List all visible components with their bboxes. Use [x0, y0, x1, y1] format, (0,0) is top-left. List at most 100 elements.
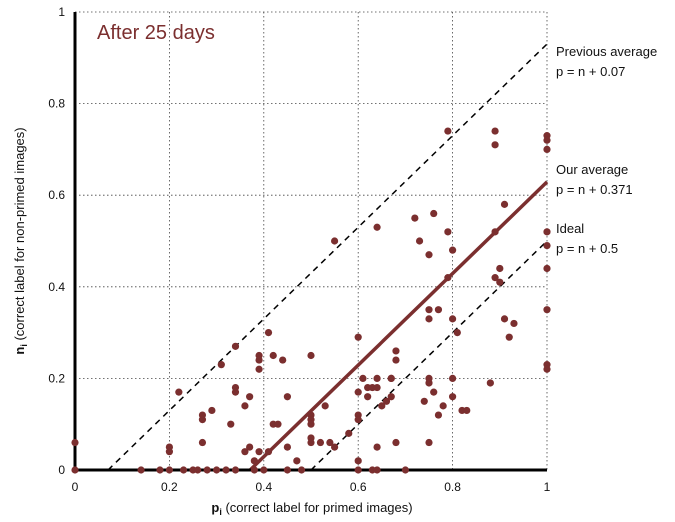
data-point [250, 457, 258, 465]
data-point [543, 136, 551, 144]
data-point [434, 411, 443, 419]
data-point [246, 443, 254, 451]
data-point [449, 393, 457, 401]
data-point [194, 466, 202, 474]
data-point [463, 406, 471, 415]
data-point [430, 388, 438, 396]
data-point [279, 356, 287, 364]
x-tick-label: 0.4 [255, 480, 272, 494]
data-point [486, 379, 494, 387]
y-tick-label: 0.4 [48, 280, 65, 294]
data-point [387, 393, 395, 401]
data-point [165, 448, 173, 456]
reference-line [107, 43, 548, 471]
data-point [156, 466, 164, 474]
reference-line-name: Previous average [556, 44, 657, 59]
y-tick-label: 0.6 [48, 188, 65, 202]
data-point [373, 374, 381, 382]
data-points [71, 127, 551, 474]
data-point [425, 251, 433, 259]
data-point [373, 466, 381, 474]
data-point [283, 443, 291, 451]
data-point [354, 388, 362, 396]
data-point [283, 466, 291, 474]
data-point [255, 365, 263, 373]
data-point [491, 141, 499, 149]
data-point [364, 393, 372, 401]
data-point [392, 356, 400, 364]
data-point [71, 438, 79, 447]
y-tick-label: 0 [58, 463, 65, 477]
data-point [449, 246, 457, 254]
data-point [373, 443, 381, 451]
data-point [425, 315, 433, 323]
reference-line-equation: p = n + 0.07 [556, 64, 625, 79]
data-point [231, 342, 240, 350]
data-point [543, 241, 551, 250]
data-point [250, 466, 258, 474]
data-point [198, 411, 207, 419]
data-point [331, 237, 339, 245]
data-point [373, 223, 381, 231]
data-point [382, 397, 391, 405]
data-point [307, 438, 315, 447]
x-tick-label: 0.2 [161, 480, 178, 494]
data-point [401, 466, 409, 474]
data-point [453, 329, 461, 337]
inset-label: After 25 days [97, 22, 215, 44]
data-point [255, 356, 263, 364]
data-point [283, 393, 291, 401]
data-point [444, 274, 452, 282]
data-point [179, 466, 188, 474]
data-point [260, 466, 268, 474]
data-point [354, 333, 362, 341]
data-point [378, 402, 386, 410]
data-point [165, 466, 173, 474]
data-point [326, 438, 334, 447]
data-point [345, 429, 353, 437]
data-point [198, 438, 207, 447]
x-tick-labels: 0 0.2 0.4 0.6 0.8 1 [72, 480, 551, 494]
data-point [175, 388, 183, 396]
y-tick-labels: 0 0.2 0.4 0.6 0.8 1 [48, 5, 65, 477]
data-point [246, 393, 254, 401]
data-point [444, 127, 452, 135]
data-point [449, 315, 457, 323]
axes [73, 12, 547, 472]
data-point [264, 448, 273, 456]
data-point [425, 306, 433, 314]
reference-line-name: Our average [556, 162, 628, 177]
data-point [491, 228, 499, 236]
data-point [354, 457, 362, 465]
x-tick-label: 0.8 [444, 480, 461, 494]
data-point [543, 306, 551, 314]
data-point [227, 420, 235, 428]
data-point [255, 448, 263, 456]
data-point [392, 347, 400, 355]
data-point [264, 329, 273, 337]
x-axis-label: pi (correct label for primed images) [211, 500, 412, 517]
data-point [331, 443, 339, 451]
data-point [505, 333, 513, 341]
data-point [543, 264, 551, 273]
data-point [269, 351, 277, 360]
data-point [420, 397, 428, 405]
data-point [415, 237, 424, 245]
data-point [425, 374, 433, 382]
data-point [496, 278, 504, 286]
reference-line [248, 180, 549, 472]
reference-line-annotations: Previous average p = n + 0.07 Our average p… [556, 44, 657, 256]
reference-line-equation: p = n + 0.5 [556, 241, 618, 256]
data-point [231, 466, 240, 474]
data-point [510, 319, 518, 328]
data-point [444, 228, 452, 236]
data-point [430, 209, 438, 218]
data-point [354, 416, 362, 424]
data-point [496, 264, 504, 273]
data-point [307, 420, 315, 428]
data-point [543, 145, 551, 153]
data-point [71, 466, 79, 474]
y-axis-label: ni (correct label for non-primed images) [12, 127, 29, 354]
data-point [543, 228, 551, 236]
